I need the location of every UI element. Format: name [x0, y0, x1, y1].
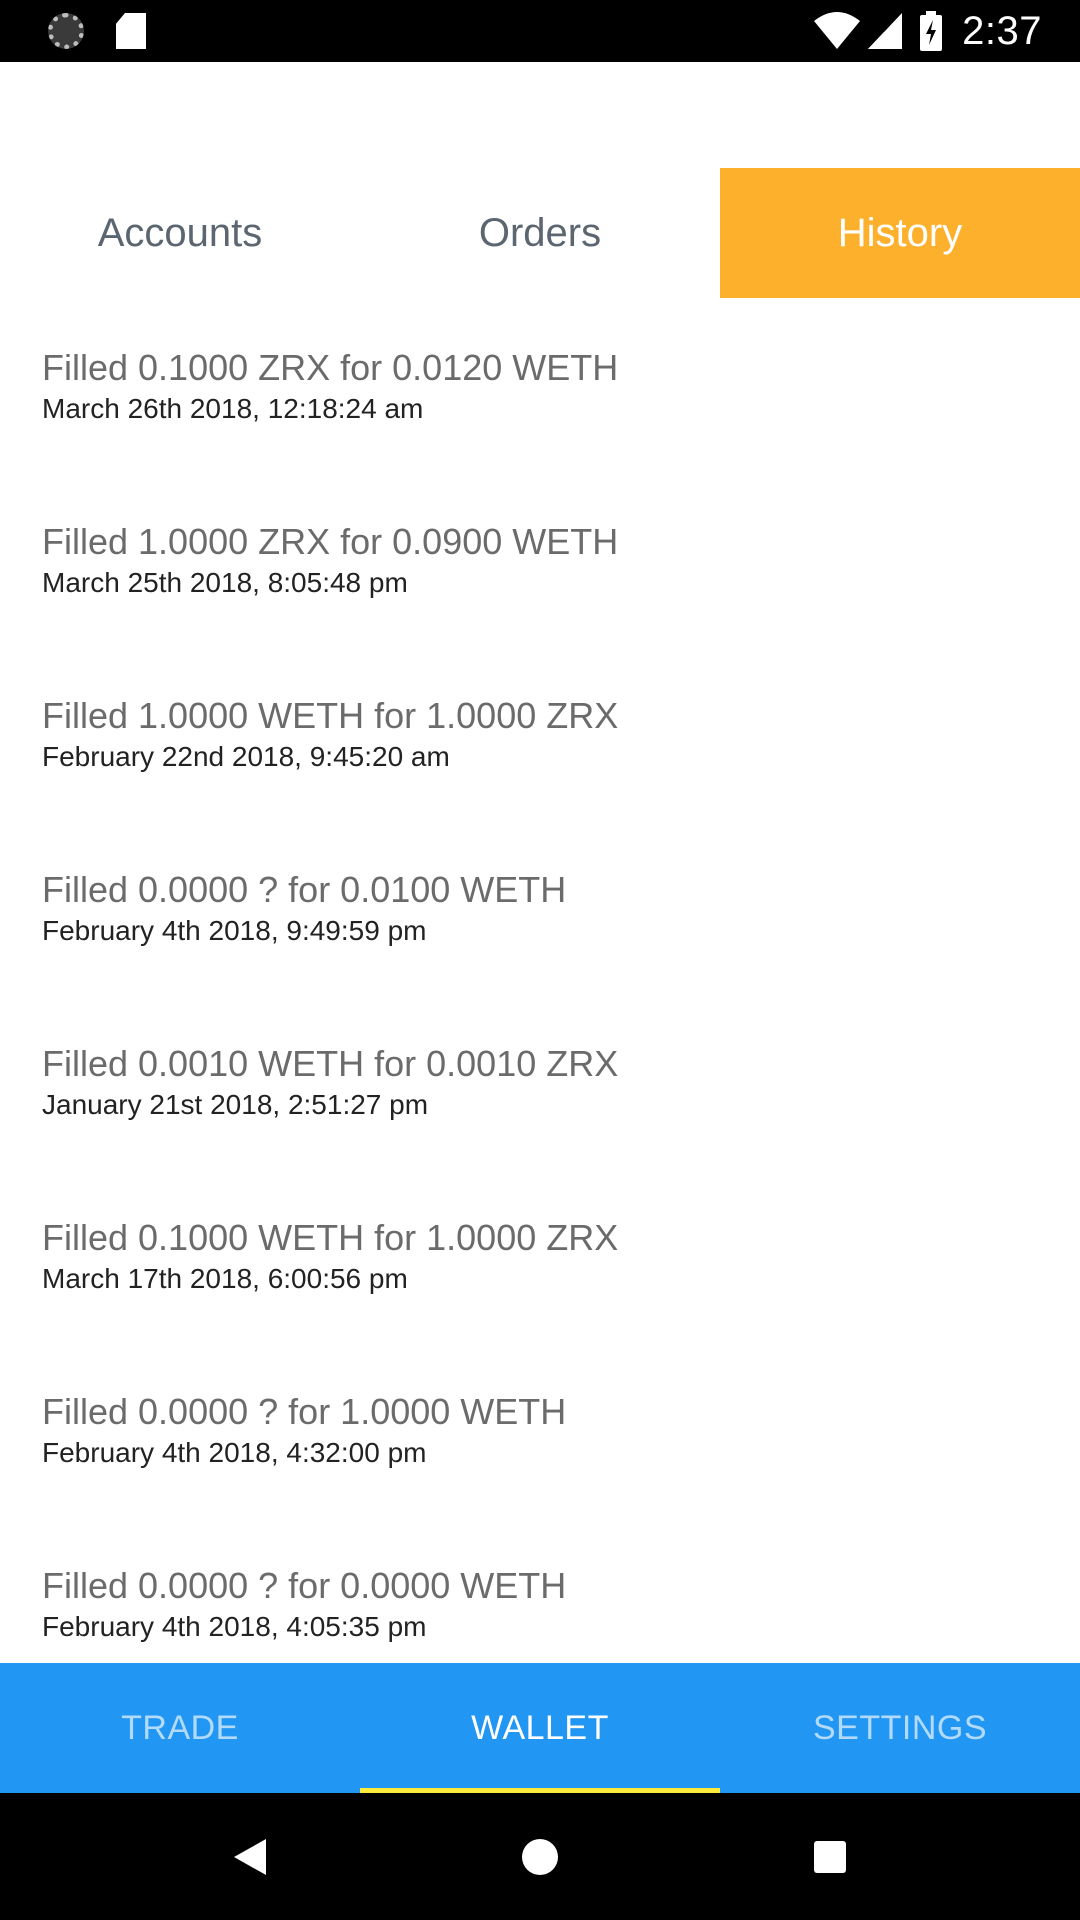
- cell-signal-icon: [868, 13, 903, 49]
- bottom-tab-bar: TRADE WALLET SETTINGS: [0, 1663, 1080, 1793]
- history-item-title: Filled 0.1000 ZRX for 0.0120 WETH: [42, 347, 619, 388]
- tab-trade[interactable]: TRADE: [0, 1663, 360, 1793]
- tab-settings-label: SETTINGS: [812, 1708, 988, 1747]
- list-item[interactable]: Filled 0.0000 ? for 0.0100 WETH February…: [0, 820, 1080, 994]
- history-item-date: February 4th 2018, 4:05:35 pm: [42, 1611, 427, 1642]
- sd-card-icon: [116, 13, 146, 49]
- list-item[interactable]: Filled 0.0010 WETH for 0.0010 ZRX Januar…: [0, 994, 1080, 1168]
- list-item[interactable]: Filled 1.0000 WETH for 1.0000 ZRX Februa…: [0, 646, 1080, 820]
- list-item[interactable]: Filled 1.0000 ZRX for 0.0900 WETH March …: [0, 472, 1080, 646]
- history-item-date: March 26th 2018, 12:18:24 am: [42, 393, 424, 424]
- tab-accounts[interactable]: Accounts: [0, 168, 360, 298]
- back-icon: [234, 1838, 266, 1875]
- history-item-title: Filled 0.0000 ? for 0.0100 WETH: [42, 869, 567, 910]
- history-item-date: February 4th 2018, 4:32:00 pm: [42, 1437, 427, 1468]
- tab-trade-label: TRADE: [121, 1708, 239, 1747]
- active-tab-indicator: [360, 1788, 720, 1793]
- home-icon: [522, 1838, 558, 1875]
- list-item[interactable]: Filled 0.0000 ? for 1.0000 WETH February…: [0, 1342, 1080, 1516]
- back-button[interactable]: [190, 1838, 310, 1875]
- history-item-date: March 25th 2018, 8:05:48 pm: [42, 567, 408, 598]
- history-item-date: February 22nd 2018, 9:45:20 am: [42, 741, 450, 772]
- tab-wallet-label: WALLET: [471, 1708, 609, 1747]
- history-item-title: Filled 1.0000 ZRX for 0.0900 WETH: [42, 521, 619, 562]
- history-item-title: Filled 0.0000 ? for 1.0000 WETH: [42, 1391, 567, 1432]
- recents-button[interactable]: [770, 1840, 890, 1873]
- tab-settings[interactable]: SETTINGS: [720, 1663, 1080, 1793]
- status-right: 2:37: [814, 9, 1042, 54]
- loading-spinner-icon: [48, 13, 84, 49]
- history-item-date: February 4th 2018, 9:49:59 pm: [42, 915, 427, 946]
- history-item-title: Filled 0.1000 WETH for 1.0000 ZRX: [42, 1217, 619, 1258]
- status-left: [48, 13, 146, 49]
- list-item[interactable]: Filled 0.1000 WETH for 1.0000 ZRX March …: [0, 1168, 1080, 1342]
- tab-orders[interactable]: Orders: [360, 168, 720, 298]
- history-item-title: Filled 0.0010 WETH for 0.0010 ZRX: [42, 1043, 619, 1084]
- top-tab-bar: Accounts Orders History: [0, 168, 1080, 298]
- history-item-date: March 17th 2018, 6:00:56 pm: [42, 1263, 408, 1294]
- status-clock: 2:37: [962, 8, 1042, 53]
- history-item-title: Filled 1.0000 WETH for 1.0000 ZRX: [42, 695, 619, 736]
- battery-charging-icon: [920, 11, 943, 51]
- status-bar: 2:37: [0, 0, 1080, 62]
- list-item[interactable]: Filled 0.1000 ZRX for 0.0120 WETH March …: [0, 298, 1080, 472]
- history-list[interactable]: Filled 0.1000 ZRX for 0.0120 WETH March …: [0, 298, 1080, 1663]
- wifi-icon: [814, 12, 861, 49]
- tab-wallet[interactable]: WALLET: [360, 1663, 720, 1793]
- list-item[interactable]: Filled 0.0000 ? for 0.0000 WETH February…: [0, 1516, 1080, 1663]
- tab-history[interactable]: History: [720, 168, 1080, 298]
- history-item-date: January 21st 2018, 2:51:27 pm: [42, 1089, 429, 1120]
- recents-icon: [814, 1840, 846, 1873]
- system-nav-bar: [0, 1793, 1080, 1920]
- home-button[interactable]: [480, 1838, 600, 1875]
- history-item-title: Filled 0.0000 ? for 0.0000 WETH: [42, 1565, 567, 1606]
